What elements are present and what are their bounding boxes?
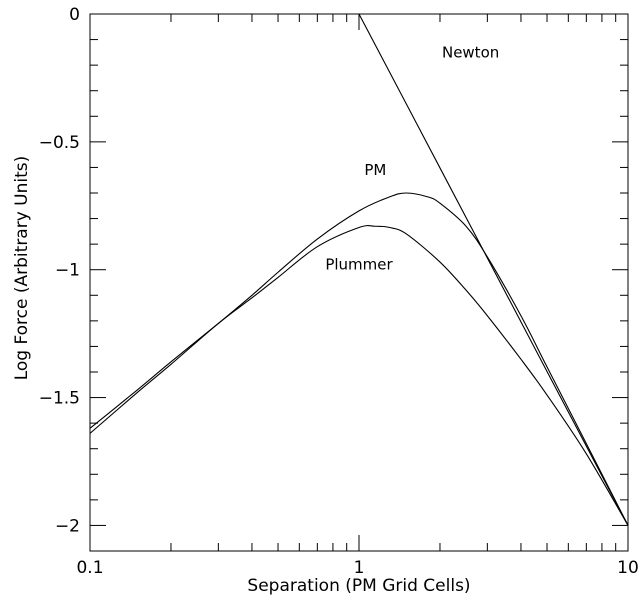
series-pm-line — [89, 192, 629, 526]
y-tick-label: −0.5 — [39, 133, 80, 153]
annotations-layer: Newton PM Plummer — [325, 43, 499, 273]
x-tick-label: 10 — [617, 558, 639, 578]
y-tick-label: −1.5 — [39, 389, 80, 409]
annotation-pm: PM — [364, 161, 386, 179]
x-axis-title: Separation (PM Grid Cells) — [247, 576, 470, 596]
annotation-plummer: Plummer — [325, 256, 393, 274]
x-tick-label: 0.1 — [76, 558, 103, 578]
ticks-layer — [89, 13, 628, 552]
y-axis-title: Log Force (Arbitrary Units) — [12, 156, 32, 381]
x-tick-label: 1 — [354, 558, 365, 578]
series-plummer-line — [89, 225, 629, 526]
series-layer — [89, 13, 629, 526]
y-tick-label: 0 — [69, 5, 80, 25]
y-tick-label: −2 — [55, 516, 80, 536]
tick-labels-layer: 0.1 1 10 0 −0.5 −1 −1.5 −2 — [39, 5, 639, 578]
y-tick-label: −1 — [55, 261, 80, 281]
series-newton-line — [358, 13, 629, 526]
plot-frame — [89, 13, 629, 552]
annotation-newton: Newton — [442, 43, 499, 61]
